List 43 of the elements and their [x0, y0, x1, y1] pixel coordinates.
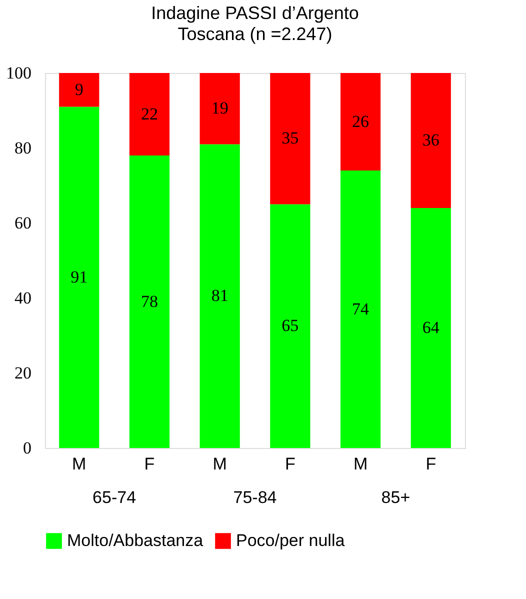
bar — [200, 73, 240, 144]
data-label: 19 — [211, 98, 228, 118]
text: 85+ — [381, 488, 410, 507]
bar — [410, 208, 451, 448]
data-label: 65 — [282, 316, 299, 336]
bar — [270, 204, 310, 448]
data-label: 74 — [352, 299, 370, 318]
bar — [129, 73, 170, 156]
x-tick-label: F — [284, 454, 296, 474]
data-label: 36 — [422, 130, 440, 150]
y-tick-label: 80 — [14, 138, 32, 158]
y-tick-label: 20 — [14, 364, 32, 382]
bar — [59, 73, 100, 107]
y-tick-label: 100 — [6, 64, 32, 82]
data-label: 91 — [70, 267, 88, 286]
bar — [129, 156, 170, 448]
chart-title: Indagine PASSI d’Argento — [151, 3, 359, 23]
bar — [410, 73, 451, 208]
legend-label: Poco/per nulla — [236, 531, 346, 550]
bar — [340, 170, 381, 448]
bar — [200, 144, 240, 448]
y-tick-label: 60 — [14, 214, 32, 232]
x-tick-label: F — [426, 454, 436, 474]
chart-subtitle: Toscana (n =2.247) — [178, 24, 332, 44]
data-label: 78 — [140, 292, 158, 311]
data-label: 81 — [211, 286, 228, 306]
data-label: 9 — [74, 80, 84, 99]
data-label: 22 — [140, 104, 158, 124]
bar — [270, 73, 310, 204]
x-tick-label: M — [353, 454, 368, 474]
x-tick-label: F — [144, 454, 155, 474]
text: 75-84 — [233, 488, 277, 507]
data-label: 64 — [422, 318, 440, 337]
x-tick-label: M — [72, 454, 86, 474]
data-label: 26 — [352, 112, 370, 131]
y-tick-label: 0 — [23, 438, 32, 458]
text: 65-74 — [92, 488, 136, 507]
x-tick-label: M — [212, 454, 227, 474]
data-label: 35 — [282, 128, 299, 148]
bar — [59, 106, 100, 448]
y-tick-label: 40 — [14, 288, 32, 308]
legend-label: Molto/Abbastanza — [67, 531, 204, 550]
bar — [340, 73, 381, 170]
